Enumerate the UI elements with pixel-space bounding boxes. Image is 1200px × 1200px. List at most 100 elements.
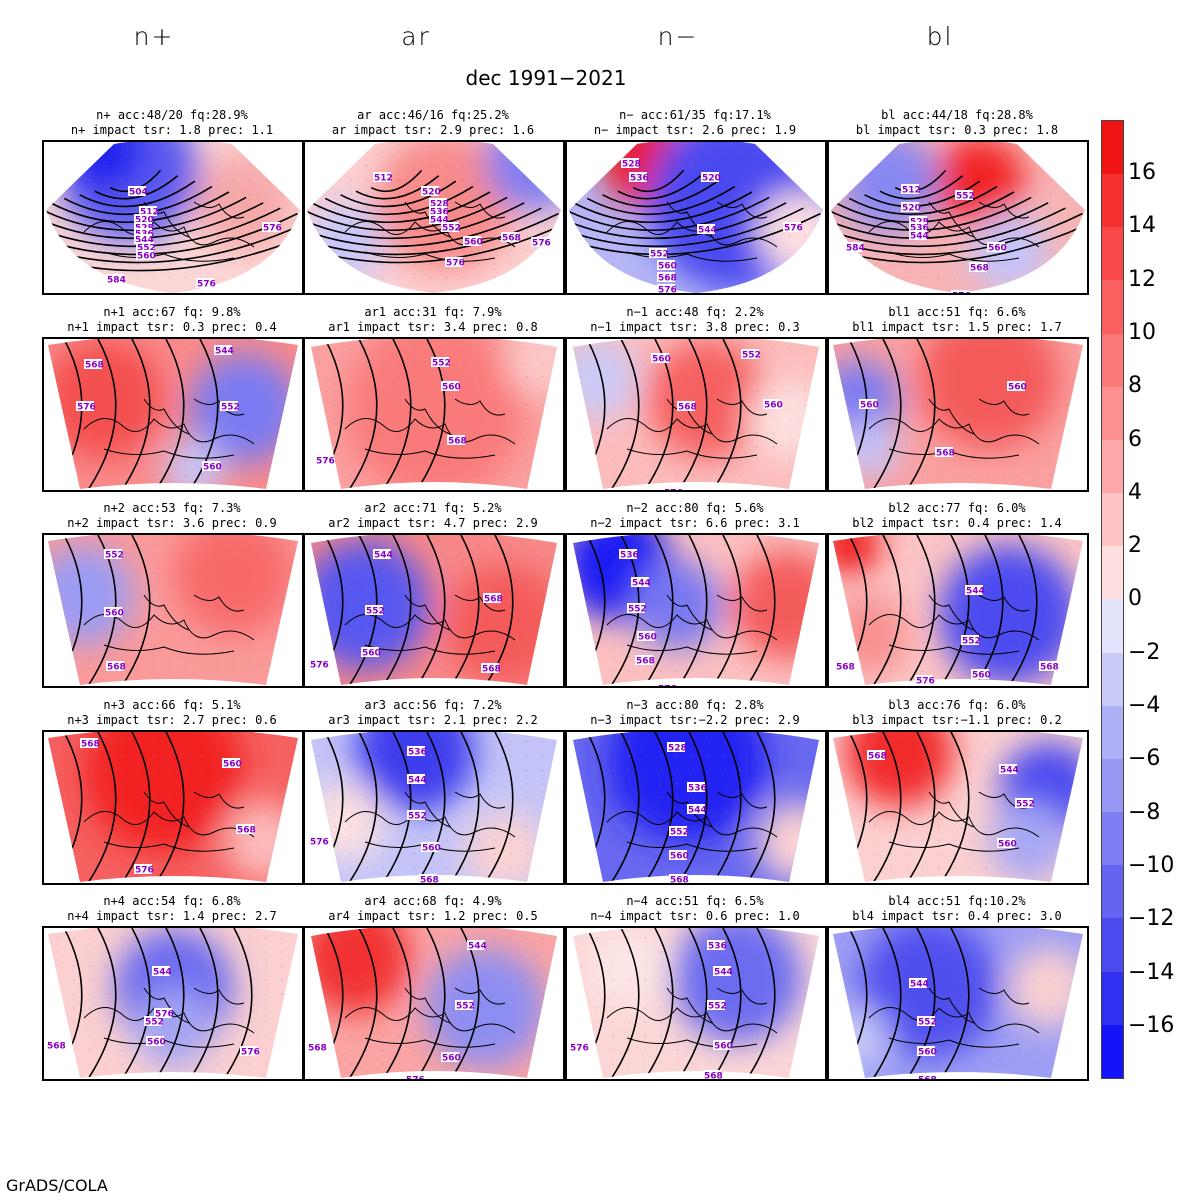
map-plot: 536 544 552 560 568 576: [309, 732, 557, 883]
contour-label: 544: [407, 774, 427, 786]
panel-stats-line: n−1 acc:48 fq: 2.2%: [626, 305, 764, 319]
contour-label: 576: [196, 278, 216, 290]
credit-text: GrADS/COLA: [6, 1176, 108, 1195]
contour-label: 568: [657, 272, 677, 284]
svg-text:552: 552: [456, 1002, 475, 1012]
svg-text:536: 536: [630, 174, 649, 184]
panel-impact-line: ar4 impact tsr: 1.2 prec: 0.5: [328, 909, 538, 923]
contour-label: 576: [309, 659, 329, 671]
contour-label: 560: [441, 1052, 461, 1064]
colorbar-segment: [1102, 1024, 1123, 1078]
contour-label: 536: [407, 746, 427, 758]
contour-label: 552: [961, 635, 981, 647]
contour-label: 568: [481, 663, 501, 675]
panel-impact-line: ar impact tsr: 2.9 prec: 1.6: [331, 123, 535, 137]
contour-label: 568: [236, 824, 256, 836]
svg-text:552: 552: [442, 224, 461, 234]
contour-label: 544: [909, 230, 929, 242]
contour-label: 568: [669, 874, 689, 883]
contour-label: 560: [1007, 381, 1027, 393]
colorbar: [1101, 120, 1124, 1079]
contour-label: 576: [951, 290, 971, 293]
panel-stats-line: n+ acc:48/20 fq:28.9%: [96, 108, 248, 122]
contour-label: 568: [501, 232, 521, 244]
contour-label: 560: [997, 838, 1017, 850]
column-header-3: n−: [657, 22, 699, 51]
svg-text:576: 576: [658, 685, 677, 687]
contour-label: 560: [463, 236, 483, 248]
svg-text:568: 568: [502, 234, 521, 244]
contour-label: 536: [707, 940, 727, 952]
map-frame: 512520528536544552560568576584: [827, 140, 1089, 295]
contour-label: 576: [569, 1042, 589, 1054]
contour-label: 560: [361, 647, 381, 659]
column-header-2: ar: [401, 22, 431, 51]
svg-text:552: 552: [956, 192, 975, 202]
svg-text:504: 504: [129, 188, 148, 198]
svg-text:560: 560: [442, 1054, 461, 1064]
column-header-1: n+: [133, 22, 175, 51]
contour-label: 560: [136, 250, 156, 262]
panel-impact-line: n+1 impact tsr: 0.3 prec: 0.4: [67, 320, 277, 334]
contour-label: 568: [447, 435, 467, 447]
contour-label: 568: [635, 655, 655, 667]
contour-label: 576: [915, 675, 935, 686]
svg-text:544: 544: [468, 942, 487, 952]
panel-impact-line: n− impact tsr: 2.6 prec: 1.9: [593, 123, 797, 137]
contour-label: 568: [106, 661, 126, 673]
map-panel-1-0: n+1 acc:67 fq: 9.8% n+1 impact tsr: 0.3 p…: [42, 305, 304, 500]
map-frame: 544 552 560 568 576 576: [42, 926, 304, 1081]
svg-text:544: 544: [215, 347, 234, 357]
colorbar-tick-label: −6: [1128, 746, 1161, 772]
colorbar-tick-label: −16: [1128, 1012, 1175, 1038]
svg-text:560: 560: [638, 633, 657, 643]
svg-text:552: 552: [366, 607, 385, 617]
map-plot: 568 544 576 552 560: [48, 339, 298, 489]
contour-label: 544: [965, 585, 985, 597]
svg-text:560: 560: [464, 238, 483, 248]
contour-label: 552: [741, 349, 761, 361]
panel-stats-line: ar acc:46/16 fq:25.2%: [357, 108, 509, 122]
map-panel-3-1: ar3 acc:56 fq: 7.2% ar3 impact tsr: 2.1 p…: [303, 698, 565, 893]
svg-text:576: 576: [135, 866, 154, 876]
map-frame: 560 560 568: [827, 337, 1089, 492]
svg-text:576: 576: [446, 259, 465, 269]
colorbar-segment: [1102, 493, 1123, 547]
contour-label: 576: [405, 1074, 425, 1079]
contour-label: 552: [669, 826, 689, 838]
svg-text:536: 536: [408, 748, 427, 758]
colorbar-tick-label: 6: [1128, 426, 1142, 452]
contour-label: 552: [144, 1016, 164, 1028]
contour-label: 544: [373, 549, 393, 561]
map-plot: 544 552 560 568: [833, 928, 1083, 1079]
svg-text:560: 560: [362, 649, 381, 659]
panel-impact-line: bl3 impact tsr:−1.1 prec: 0.2: [852, 713, 1062, 727]
map-frame: 544 552 560 568 576 568: [827, 533, 1089, 688]
contour-label: 576: [262, 222, 282, 234]
panel-stats-line: n+2 acc:53 fq: 7.3%: [103, 501, 241, 515]
svg-text:568: 568: [308, 1044, 327, 1054]
contour-label: 552: [1015, 798, 1035, 810]
contour-label: 560: [859, 399, 879, 411]
contour-label: 560: [222, 758, 242, 770]
svg-text:560: 560: [860, 401, 879, 411]
colorbar-segment: [1102, 280, 1123, 334]
contour-label: 520: [701, 172, 721, 184]
svg-text:560: 560: [658, 262, 677, 272]
svg-text:536: 536: [708, 942, 727, 952]
contour-label: 560: [202, 461, 222, 473]
contour-label: 576: [657, 683, 677, 686]
svg-text:576: 576: [197, 280, 216, 290]
map-panel-4-0: n+4 acc:54 fq: 6.8% n+4 impact tsr: 1.4 p…: [42, 894, 304, 1089]
svg-text:520: 520: [902, 204, 921, 214]
contour-label: 568: [1039, 661, 1059, 673]
contour-label: 536: [629, 172, 649, 184]
contour-label: 560: [104, 607, 124, 619]
svg-text:568: 568: [868, 752, 887, 762]
svg-text:536: 536: [620, 551, 639, 561]
colorbar-segment: [1102, 333, 1123, 387]
svg-text:568: 568: [670, 876, 689, 884]
map-frame: 536 544 552 560 568 576: [303, 730, 565, 885]
contour-label: 544: [134, 234, 154, 246]
contour-label: 544: [713, 966, 733, 978]
